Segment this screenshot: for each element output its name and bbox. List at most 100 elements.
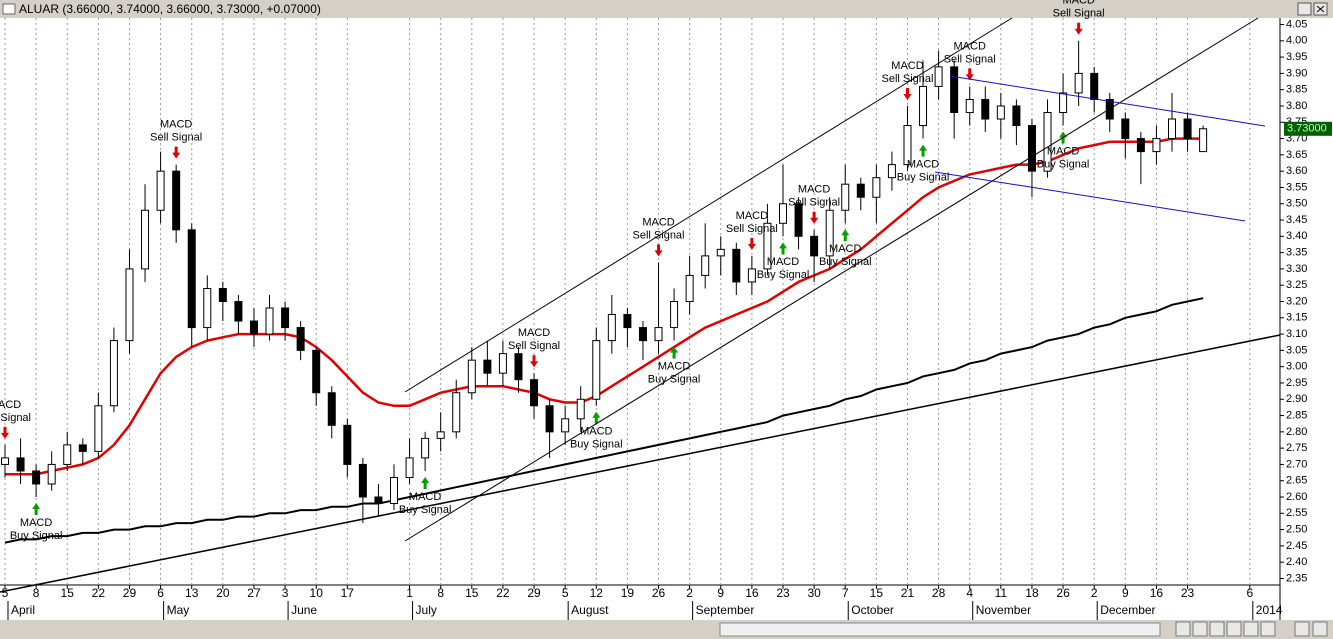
candle-body [1027, 125, 1036, 172]
candle-body [1012, 105, 1021, 127]
y-tick-label: 3.25 [1286, 279, 1307, 291]
x-tick-label: 28 [932, 586, 946, 600]
y-tick-label: 3.35 [1286, 247, 1307, 259]
channel-line [404, 17, 1259, 542]
signal-label: MACD [736, 210, 768, 222]
candle-body [996, 105, 1005, 120]
signal-label: MACD [160, 119, 192, 131]
toolbar-button[interactable] [1260, 621, 1276, 637]
signal-label: Sell Signal [1053, 8, 1105, 20]
toolbar-button[interactable] [1294, 621, 1310, 637]
title-bar [0, 0, 1333, 18]
toolbar-button[interactable] [1226, 621, 1242, 637]
x-tick-label: 16 [1150, 586, 1164, 600]
candle-body [312, 349, 321, 394]
signal-label: Sell Signal [508, 340, 560, 352]
candle-body [358, 463, 367, 498]
candle-body [592, 340, 601, 400]
toolbar-button[interactable] [1243, 621, 1259, 637]
candle-body [919, 85, 928, 127]
candle-body [576, 398, 585, 420]
signal-label: MACD [907, 158, 939, 170]
signal-label: Buy Signal [10, 530, 63, 542]
restore-button[interactable] [1297, 2, 1312, 16]
x-tick-label: 21 [901, 586, 915, 600]
signal-label: MACD [642, 216, 674, 228]
x-tick-label: 1 [406, 586, 413, 600]
scrollbar-thumb[interactable] [719, 622, 1161, 637]
y-tick-label: 3.45 [1286, 214, 1307, 226]
x-tick-label: 13 [185, 586, 199, 600]
signal-label: Buy Signal [757, 269, 810, 281]
candle-body [1059, 92, 1068, 113]
y-tick-label: 3.20 [1286, 295, 1307, 307]
candle-body [514, 353, 523, 381]
y-tick-label: 2.45 [1286, 540, 1307, 552]
sell-arrow [530, 355, 539, 368]
y-tick-label: 2.50 [1286, 524, 1307, 536]
candle-body [1199, 128, 1208, 153]
signal-label: MACD [1047, 145, 1079, 157]
candle-body [872, 177, 881, 198]
month-label: August [571, 603, 609, 617]
y-tick-label: 2.60 [1286, 491, 1307, 503]
x-tick-label: 27 [247, 586, 261, 600]
candle-body [452, 392, 461, 433]
y-tick-label: 2.95 [1286, 377, 1307, 389]
candle-body [467, 359, 476, 394]
x-tick-label: 9 [1122, 586, 1129, 600]
x-tick-label: 15 [61, 586, 75, 600]
y-tick-label: 3.85 [1286, 84, 1307, 96]
sell-arrow [810, 211, 819, 224]
candle-body [218, 287, 227, 302]
x-tick-label: 3 [282, 586, 289, 600]
candle-body [810, 235, 819, 257]
close-icon [1316, 5, 1325, 13]
sell-arrow [654, 244, 663, 257]
channel-line [404, 17, 1013, 393]
month-label: September [696, 603, 755, 617]
sell-arrow [1, 426, 9, 439]
candle-body [950, 66, 959, 113]
x-tick-label: 8 [437, 586, 444, 600]
signal-label: Buy Signal [648, 374, 701, 386]
candle-body [794, 203, 803, 237]
candle-body [265, 307, 274, 335]
signal-label: Buy Signal [897, 171, 950, 183]
sell-arrow [747, 237, 756, 250]
sell-arrow [1074, 22, 1083, 35]
candle-body [716, 248, 725, 257]
candle-body [530, 379, 539, 407]
x-tick-label: 6 [157, 586, 164, 600]
toolbar-button[interactable] [1175, 621, 1191, 637]
toolbar-button[interactable] [1209, 621, 1225, 637]
y-tick-label: 2.80 [1286, 426, 1307, 438]
month-label: July [416, 603, 437, 617]
candle-body [47, 463, 56, 485]
candle-body [374, 496, 383, 505]
toolbar-button[interactable] [1192, 621, 1208, 637]
candle-body [841, 183, 850, 211]
signal-label: MACD [518, 327, 550, 339]
x-tick-label: 17 [341, 586, 355, 600]
signal-label: MACD [1062, 0, 1094, 7]
y-tick-label: 3.50 [1286, 198, 1307, 210]
candle-body [934, 66, 943, 87]
x-tick-label: 30 [807, 586, 821, 600]
x-tick-label: 10 [310, 586, 324, 600]
candle-body [281, 307, 290, 329]
candle-body [561, 418, 570, 433]
candle-body [981, 98, 990, 120]
toolbar-button[interactable] [1312, 621, 1328, 637]
candle-body [32, 470, 41, 485]
month-label: November [976, 603, 1031, 617]
candle-body [607, 314, 616, 342]
price-tag [1284, 121, 1332, 136]
month-label: December [1100, 603, 1155, 617]
buy-arrow [670, 346, 679, 359]
candle-body [141, 209, 150, 270]
candle-body [965, 98, 974, 113]
